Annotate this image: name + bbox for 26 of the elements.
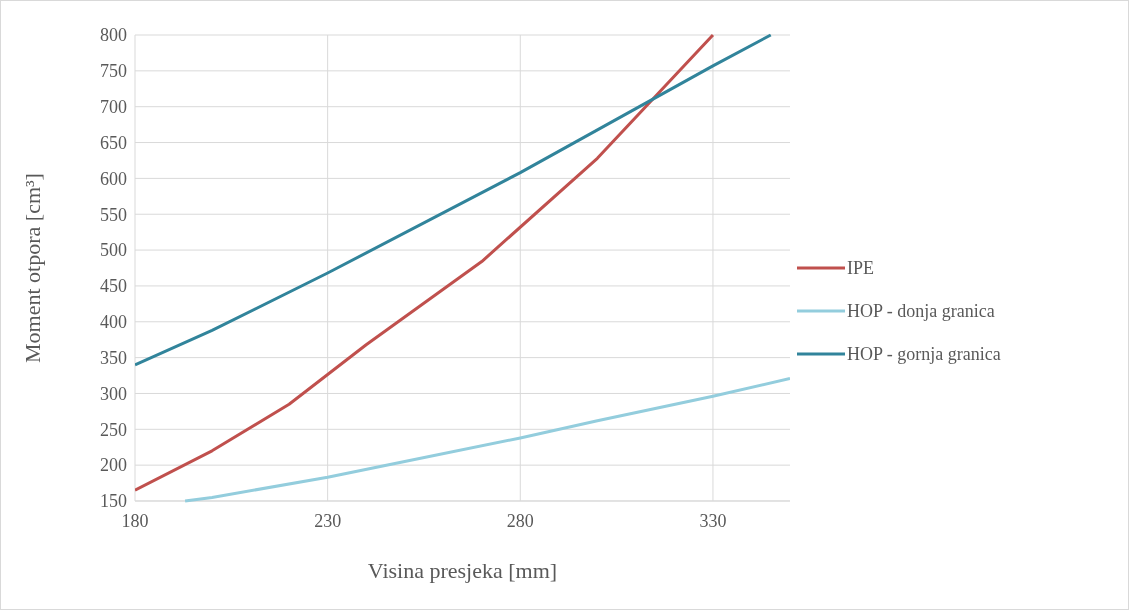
x-axis-title: Visina presjeka [mm] bbox=[367, 558, 558, 583]
y-tick-label: 300 bbox=[100, 383, 127, 404]
y-tick-label: 350 bbox=[100, 347, 127, 368]
legend-label: HOP - donja granica bbox=[847, 301, 995, 322]
y-tick-label: 500 bbox=[100, 240, 127, 261]
y-tick-label: 450 bbox=[100, 276, 127, 297]
y-tick-label: 200 bbox=[100, 455, 127, 476]
line-series bbox=[183, 376, 790, 503]
line-series bbox=[135, 33, 715, 492]
y-tick-label: 700 bbox=[100, 96, 127, 117]
y-tick-label: 150 bbox=[100, 491, 127, 512]
y-tick-label: 250 bbox=[100, 419, 127, 440]
x-tick-label: 280 bbox=[506, 511, 534, 531]
x-tick-label: 330 bbox=[699, 511, 727, 531]
y-tick-label: 400 bbox=[100, 312, 127, 333]
line-series bbox=[135, 33, 773, 367]
y-tick-label: 650 bbox=[100, 132, 127, 153]
x-tick-label: 180 bbox=[121, 511, 149, 531]
y-tick-label: 550 bbox=[100, 204, 127, 225]
y-tick-label: 750 bbox=[100, 61, 127, 82]
legend-label: IPE bbox=[847, 258, 874, 279]
y-tick-label: 800 bbox=[100, 25, 127, 46]
y-axis-title: Moment otpora [cm³] bbox=[20, 173, 45, 363]
x-tick-label: 230 bbox=[314, 511, 342, 531]
y-tick-label: 600 bbox=[100, 168, 127, 189]
legend-label: HOP - gornja granica bbox=[847, 344, 1001, 365]
